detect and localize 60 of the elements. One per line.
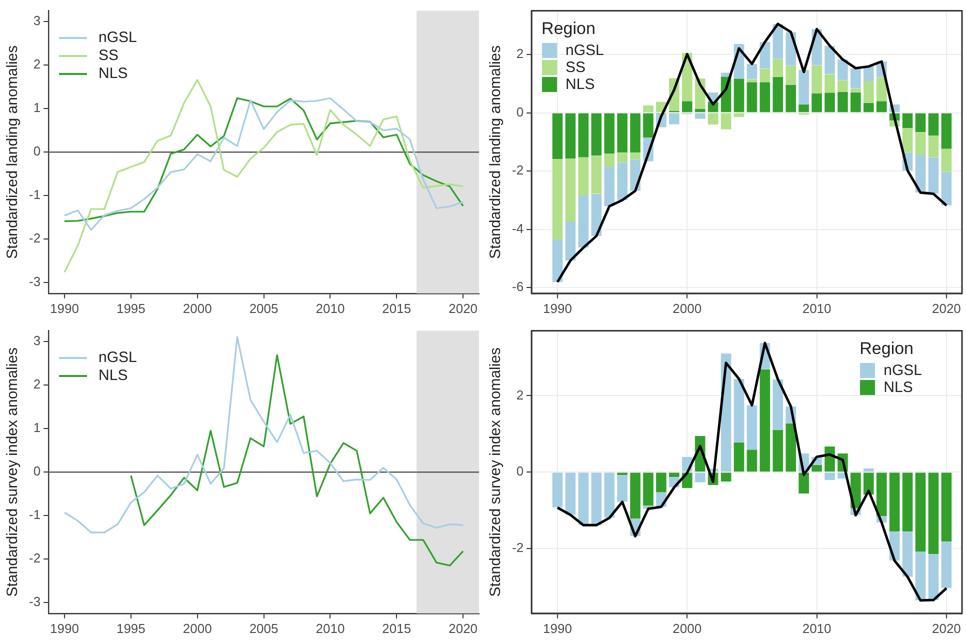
- x-tick-label: 2000: [672, 300, 702, 316]
- x-tick-label: 2005: [249, 300, 278, 316]
- x-tick-label: 1990: [50, 620, 79, 636]
- x-tick-label: 2000: [182, 620, 212, 636]
- y-tick-label: -4: [512, 220, 524, 236]
- x-tick-label: 1990: [543, 620, 572, 636]
- x-tick-label: 2015: [382, 620, 412, 636]
- y-tick-label: 0: [516, 104, 524, 120]
- legend-label: NLS: [98, 65, 128, 82]
- legend-title: Region: [860, 338, 915, 359]
- legend-label: SS: [566, 58, 586, 76]
- y-axis-title: Standardized landing anomalies: [487, 45, 504, 259]
- y-tick-label: -3: [28, 274, 41, 290]
- y-tick-label: -1: [28, 187, 41, 202]
- y-tick-label: -3: [28, 594, 41, 610]
- legend-label: nGSL: [98, 349, 137, 366]
- x-tick-label: 2000: [672, 620, 702, 636]
- x-tick-label: 1995: [116, 300, 146, 316]
- y-tick-label: 1: [33, 100, 41, 116]
- y-axis-title: Standardized survey index anomalies: [4, 347, 22, 597]
- legend-label: nGSL: [566, 42, 604, 59]
- y-tick-label: -6: [512, 279, 524, 294]
- legend-label: NLS: [884, 378, 913, 396]
- y-tick-label: 3: [33, 333, 41, 348]
- y-tick-label: 2: [33, 56, 41, 72]
- y-tick-label: 0: [33, 464, 41, 479]
- x-tick-label: 2020: [448, 620, 478, 636]
- x-tick-label: 2020: [448, 300, 478, 316]
- x-tick-label: 2005: [249, 620, 278, 636]
- x-tick-label: 2015: [382, 300, 412, 316]
- legend-label: NLS: [566, 76, 595, 93]
- y-tick-label: 0: [33, 144, 41, 159]
- x-tick-label: 2020: [932, 300, 961, 316]
- y-tick-label: 0: [516, 464, 524, 479]
- x-tick-label: 2000: [182, 300, 212, 316]
- y-tick-label: 2: [33, 376, 41, 392]
- y-tick-label: 1: [33, 420, 41, 436]
- legend-label: nGSL: [884, 362, 922, 379]
- y-tick-label: 2: [516, 387, 524, 402]
- x-tick-label: 2010: [802, 300, 832, 316]
- y-axis-title: Standardized survey index anomalies: [487, 347, 504, 597]
- x-tick-label: 2010: [316, 620, 345, 636]
- y-tick-label: -1: [28, 507, 41, 522]
- x-tick-label: 2010: [802, 620, 832, 636]
- y-tick-label: -2: [512, 162, 524, 178]
- legend-label: SS: [98, 47, 119, 64]
- x-tick-label: 2010: [316, 300, 345, 316]
- legend-label: NLS: [98, 367, 128, 384]
- y-tick-label: -2: [512, 540, 524, 556]
- legend-label: nGSL: [98, 29, 137, 46]
- y-tick-label: 2: [516, 46, 524, 62]
- y-tick-label: 3: [33, 13, 41, 28]
- x-tick-label: 2020: [932, 620, 961, 636]
- x-tick-label: 1995: [116, 620, 146, 636]
- x-tick-label: 1990: [50, 300, 79, 316]
- y-tick-label: -2: [28, 230, 41, 246]
- x-tick-label: 1990: [543, 300, 572, 316]
- legend-title: Region: [542, 18, 596, 39]
- y-tick-label: -2: [28, 550, 41, 566]
- y-axis-title: Standardized landing anomalies: [4, 45, 22, 259]
